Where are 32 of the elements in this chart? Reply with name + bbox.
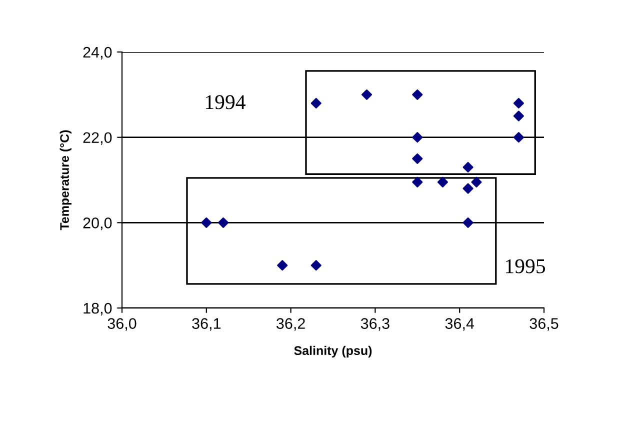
point [471, 176, 482, 188]
point [412, 132, 423, 143]
point [201, 217, 212, 228]
x-tick-label: 36,0 [108, 318, 136, 331]
point [437, 176, 448, 188]
point [462, 217, 474, 228]
point [462, 162, 474, 172]
point [462, 183, 474, 194]
point [310, 260, 322, 271]
point [361, 89, 372, 100]
point [513, 132, 524, 143]
point [412, 89, 423, 100]
point [513, 98, 524, 108]
y-tick-label: 24,0 [83, 46, 112, 60]
point [277, 260, 288, 271]
y-tick-label: 20,0 [83, 218, 112, 230]
x-tick-label: 36,5 [530, 318, 558, 331]
annotation: 1994 [206, 95, 246, 110]
x-tick-label: 36,4 [445, 318, 474, 331]
point [310, 98, 322, 108]
y-tick-label: 18,0 [84, 302, 112, 316]
x-tick-label: 36,3 [360, 318, 390, 331]
y-axis-title: Temperature (°C) [60, 130, 72, 230]
y-tick-label: 22,0 [83, 132, 112, 145]
x-tick-label: 36,2 [276, 318, 305, 331]
point [412, 176, 423, 188]
x-axis-title: Salinity (psu) [294, 346, 372, 358]
point [218, 217, 229, 228]
x-tick-label: 36,1 [192, 318, 221, 331]
point [412, 153, 423, 164]
point [513, 110, 524, 122]
annotation: 1995 [506, 259, 546, 274]
